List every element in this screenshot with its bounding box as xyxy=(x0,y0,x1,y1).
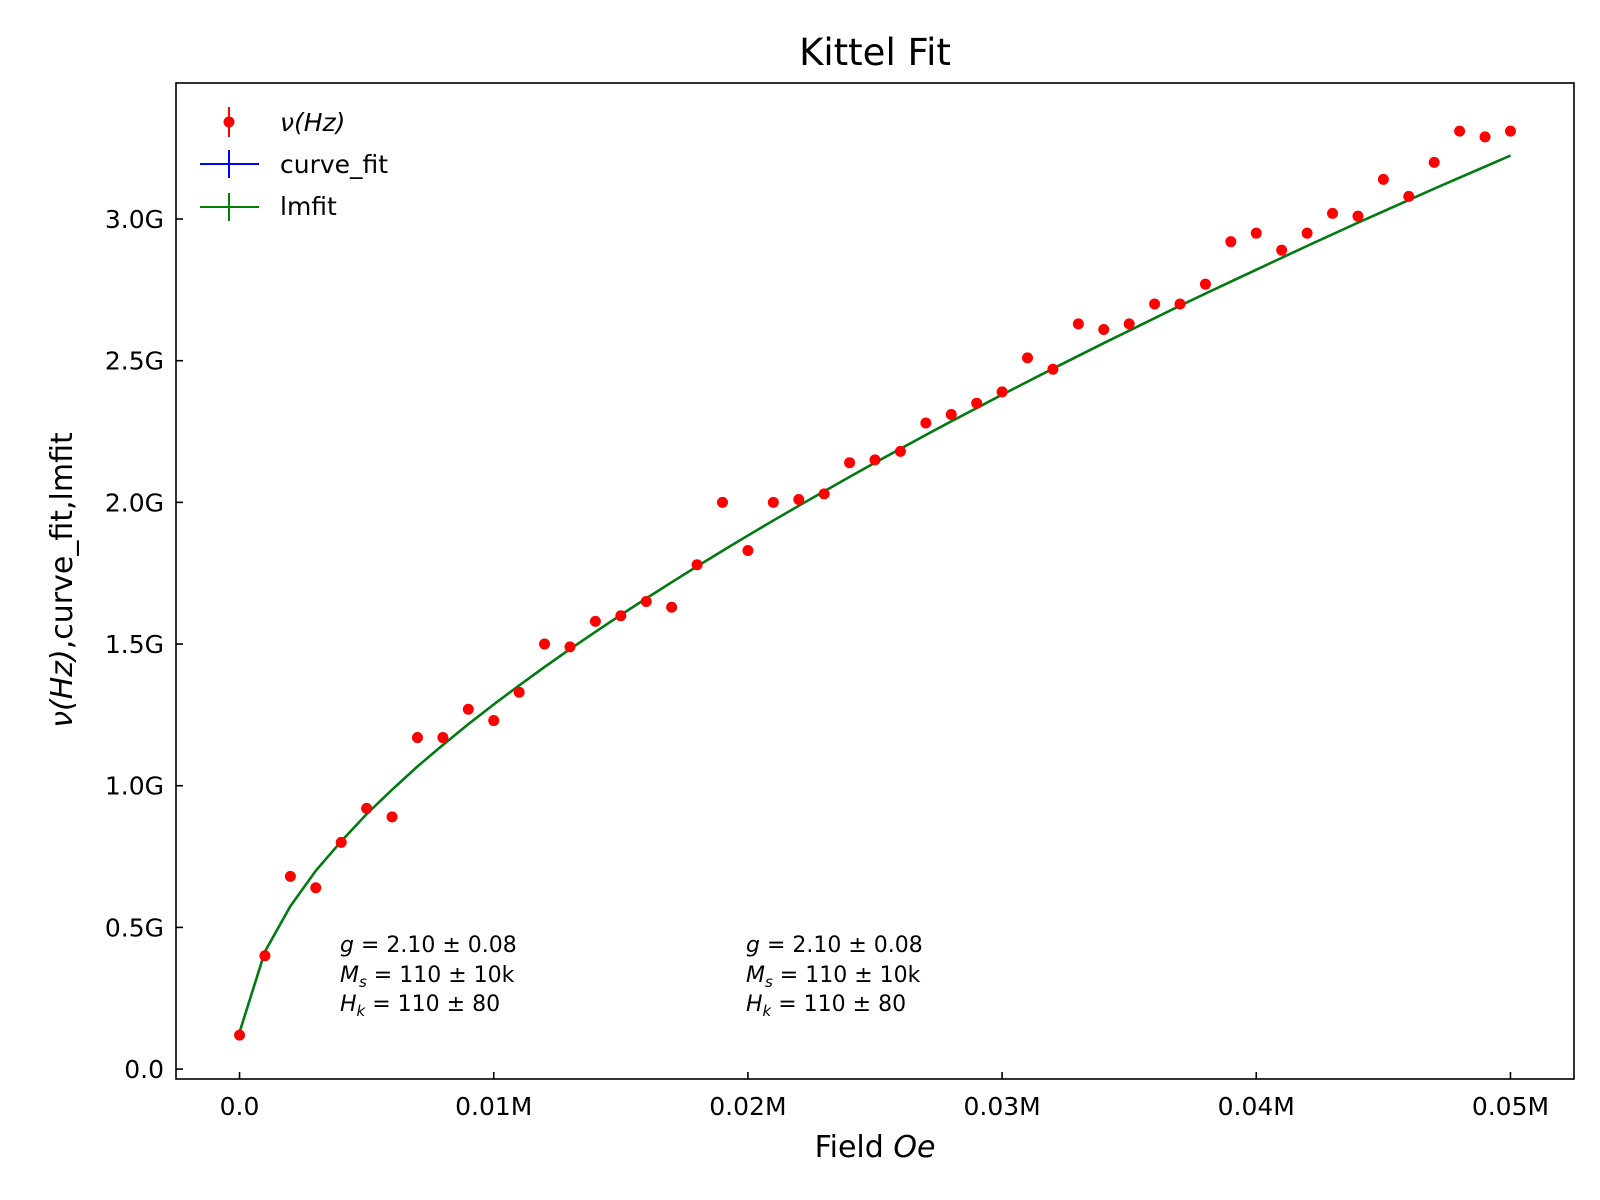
x-tick-label: 0.0 xyxy=(220,1092,260,1121)
y-axis-label: ν(Hz),curve_fit,lmfit xyxy=(45,432,80,728)
data-point xyxy=(666,601,678,613)
data-point xyxy=(767,496,779,508)
y-tick-label: 2.5G xyxy=(105,347,164,376)
data-point xyxy=(1250,227,1262,239)
data-point xyxy=(1377,173,1389,185)
fit-params-right: g = 2.10 ± 0.08 Ms = 110 ± 10k Hk = 110 … xyxy=(746,933,923,1020)
series-line-curve-fit xyxy=(238,154,1511,1033)
data-point xyxy=(1123,318,1135,330)
data-point xyxy=(1098,324,1110,336)
data-point xyxy=(1199,278,1211,290)
legend-nu-marker xyxy=(223,116,235,128)
data-point xyxy=(310,882,322,894)
data-point xyxy=(1072,318,1084,330)
data-point xyxy=(1022,352,1034,364)
param-g-right: g = 2.10 ± 0.08 xyxy=(746,933,923,958)
y-axis-ticks: 0.0 0.5G 1.0G 1.5G 2.0G 2.5G 3.0G xyxy=(105,205,183,1084)
data-point xyxy=(615,610,627,622)
data-point xyxy=(1428,156,1440,168)
data-point xyxy=(1276,244,1288,256)
legend-entry-nu: ν(Hz) xyxy=(223,107,345,137)
param-hk-left: Hk = 110 ± 80 xyxy=(340,992,500,1020)
data-point xyxy=(996,386,1008,398)
data-point xyxy=(1047,363,1059,375)
x-tick-label: 0.04M xyxy=(1218,1092,1295,1121)
data-point xyxy=(462,703,474,715)
legend-label-curve-fit: curve_fit xyxy=(280,150,388,179)
data-point xyxy=(259,950,271,962)
legend-entry-lmfit: lmfit xyxy=(200,192,337,221)
data-point xyxy=(539,638,551,650)
y-tick-label: 1.5G xyxy=(105,630,164,659)
data-point xyxy=(589,615,601,627)
data-point xyxy=(691,559,703,571)
data-point xyxy=(869,454,881,466)
chart-title: Kittel Fit xyxy=(799,31,951,74)
param-ms-left: Ms = 110 ± 10k xyxy=(340,963,515,991)
data-point xyxy=(971,397,983,409)
data-point xyxy=(1301,227,1313,239)
data-point xyxy=(361,802,373,814)
data-point xyxy=(411,732,423,744)
data-point xyxy=(945,409,957,421)
data-point xyxy=(1352,210,1364,222)
x-axis-ticks: 0.0 0.01M 0.02M 0.03M 0.04M 0.05M xyxy=(220,1072,1549,1121)
data-point xyxy=(1403,190,1415,202)
legend-entry-curve-fit: curve_fit xyxy=(200,150,388,179)
y-tick-label: 0.5G xyxy=(105,913,164,942)
y-tick-label: 0.0 xyxy=(124,1055,164,1084)
data-point xyxy=(1225,236,1237,248)
legend: ν(Hz) curve_fit lmfit xyxy=(200,107,388,221)
data-point xyxy=(1149,298,1161,310)
data-point xyxy=(437,732,449,744)
data-point xyxy=(488,715,500,727)
series-line-lmfit xyxy=(238,154,1511,1033)
plot-area xyxy=(234,125,1516,1041)
param-ms-right: Ms = 110 ± 10k xyxy=(746,963,921,991)
data-point xyxy=(1174,298,1186,310)
data-point xyxy=(818,488,830,500)
data-point xyxy=(1454,125,1466,137)
data-point xyxy=(894,445,906,457)
x-axis-label: Field Oe xyxy=(815,1130,936,1165)
plot-frame xyxy=(175,82,1575,1080)
data-point xyxy=(1479,131,1491,143)
data-point xyxy=(1504,125,1516,137)
data-point xyxy=(513,686,525,698)
fit-params-left: g = 2.10 ± 0.08 Ms = 110 ± 10k Hk = 110 … xyxy=(340,933,517,1020)
y-tick-label: 3.0G xyxy=(105,205,164,234)
y-tick-label: 1.0G xyxy=(105,772,164,801)
data-point xyxy=(640,596,652,608)
data-point xyxy=(335,836,347,848)
data-point xyxy=(284,870,296,882)
data-point xyxy=(564,641,576,653)
data-point xyxy=(234,1029,246,1041)
param-hk-right: Hk = 110 ± 80 xyxy=(746,992,906,1020)
legend-label-lmfit: lmfit xyxy=(280,192,337,221)
data-point xyxy=(1327,207,1339,219)
data-point xyxy=(742,545,754,557)
x-tick-label: 0.05M xyxy=(1472,1092,1549,1121)
x-tick-label: 0.03M xyxy=(963,1092,1040,1121)
data-point xyxy=(920,417,932,429)
x-tick-label: 0.01M xyxy=(455,1092,532,1121)
x-tick-label: 0.02M xyxy=(709,1092,786,1121)
data-point xyxy=(386,811,398,823)
data-point xyxy=(793,494,805,506)
legend-label-nu: ν(Hz) xyxy=(280,108,345,137)
data-point xyxy=(716,496,728,508)
data-point xyxy=(844,457,856,469)
param-g-left: g = 2.10 ± 0.08 xyxy=(340,933,517,958)
y-tick-label: 2.0G xyxy=(105,488,164,517)
